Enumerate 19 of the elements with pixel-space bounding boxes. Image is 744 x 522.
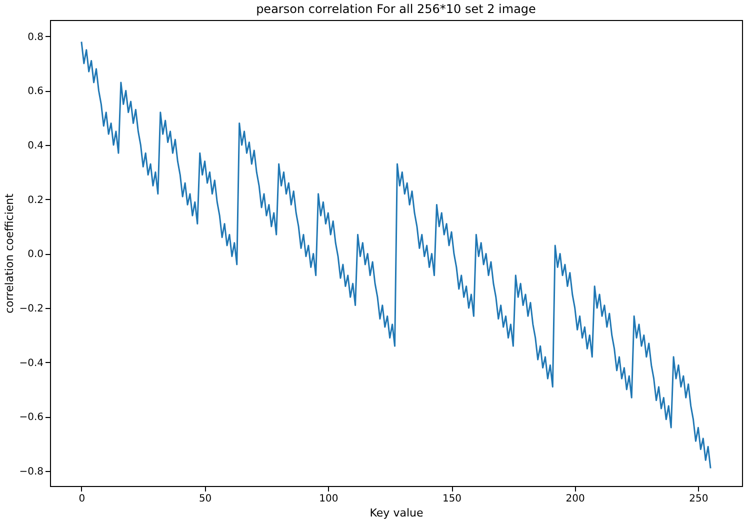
x-tick-label: 200 (566, 494, 585, 504)
y-tick-label: 0.6 (28, 86, 44, 98)
x-tick-label: 50 (198, 494, 212, 504)
x-tick-label: 0 (78, 494, 86, 504)
y-tick-label: −0.2 (19, 304, 44, 315)
y-axis-title: correlation coefficient (3, 192, 16, 314)
y-tick-label: −0.8 (19, 466, 44, 478)
x-tick-label: 250 (689, 494, 708, 504)
x-tick-label: 150 (442, 494, 462, 504)
y-tick-label: −0.4 (19, 358, 44, 369)
y-tick-label: −0.6 (19, 412, 44, 424)
y-tick-label: 0.0 (28, 249, 44, 260)
y-tick-label: 0.8 (28, 32, 44, 43)
x-tick-label: 100 (319, 494, 338, 504)
y-tick-label: 0.2 (28, 194, 44, 206)
y-tick-label: 0.4 (28, 140, 44, 152)
line-series (80, 40, 712, 470)
x-axis-title: Key value (370, 506, 424, 520)
chart-title: pearson correlation For all 256*10 set 2 image (256, 2, 536, 16)
